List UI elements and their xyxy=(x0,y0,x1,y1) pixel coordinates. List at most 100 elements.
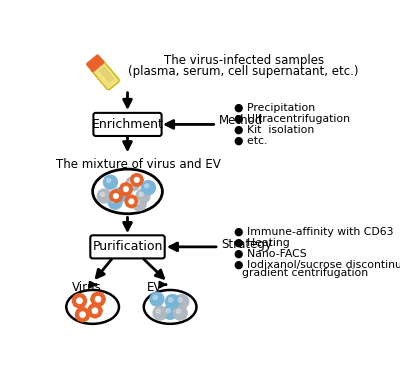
Circle shape xyxy=(93,314,97,318)
Text: ● etc.: ● etc. xyxy=(234,135,268,145)
Text: Method: Method xyxy=(219,114,263,127)
Circle shape xyxy=(76,298,82,304)
Circle shape xyxy=(138,175,142,178)
Circle shape xyxy=(111,191,114,194)
FancyBboxPatch shape xyxy=(99,70,111,83)
Circle shape xyxy=(121,184,124,187)
Circle shape xyxy=(76,308,90,321)
FancyBboxPatch shape xyxy=(90,235,165,258)
Circle shape xyxy=(131,174,143,186)
Circle shape xyxy=(93,301,96,305)
Circle shape xyxy=(130,178,134,181)
Circle shape xyxy=(166,308,170,313)
Circle shape xyxy=(76,313,79,316)
FancyBboxPatch shape xyxy=(86,55,104,72)
Circle shape xyxy=(144,184,149,188)
Text: ● Nano-FACS: ● Nano-FACS xyxy=(234,249,307,258)
Text: ● Ultracentrifugation: ● Ultracentrifugation xyxy=(234,114,350,124)
Circle shape xyxy=(124,183,128,186)
Circle shape xyxy=(125,195,138,208)
Text: ● Heating: ● Heating xyxy=(234,238,290,248)
Text: Virus: Virus xyxy=(72,281,102,294)
Circle shape xyxy=(140,178,143,181)
Circle shape xyxy=(114,194,118,199)
Circle shape xyxy=(84,317,88,320)
Circle shape xyxy=(176,309,180,314)
Circle shape xyxy=(126,197,130,200)
Circle shape xyxy=(150,292,164,306)
Circle shape xyxy=(78,294,81,297)
Circle shape xyxy=(77,309,80,313)
Circle shape xyxy=(133,203,136,206)
FancyBboxPatch shape xyxy=(94,113,162,136)
Circle shape xyxy=(80,312,85,317)
Circle shape xyxy=(134,177,139,182)
Circle shape xyxy=(74,303,78,306)
Circle shape xyxy=(126,203,130,206)
FancyBboxPatch shape xyxy=(91,60,119,90)
Circle shape xyxy=(124,187,128,191)
Circle shape xyxy=(104,175,118,189)
Circle shape xyxy=(90,305,93,309)
Text: The virus-infected samples: The virus-infected samples xyxy=(164,55,324,67)
Circle shape xyxy=(133,197,136,200)
Circle shape xyxy=(123,186,128,192)
Ellipse shape xyxy=(144,290,196,324)
Circle shape xyxy=(128,184,131,187)
Circle shape xyxy=(100,192,104,196)
Circle shape xyxy=(129,180,133,184)
Circle shape xyxy=(96,292,100,296)
Circle shape xyxy=(91,292,105,306)
Circle shape xyxy=(120,188,123,191)
Circle shape xyxy=(77,317,80,320)
Circle shape xyxy=(91,297,94,301)
Circle shape xyxy=(86,313,90,316)
Circle shape xyxy=(114,188,128,202)
Circle shape xyxy=(134,177,140,182)
Circle shape xyxy=(82,303,85,306)
Circle shape xyxy=(98,309,102,312)
Circle shape xyxy=(169,298,173,302)
Circle shape xyxy=(110,190,122,202)
Circle shape xyxy=(113,194,118,199)
Ellipse shape xyxy=(66,290,119,324)
Circle shape xyxy=(82,296,85,299)
Circle shape xyxy=(114,190,118,193)
Text: Enrichment: Enrichment xyxy=(92,118,164,131)
Text: gradient centrifugation: gradient centrifugation xyxy=(242,268,368,278)
Circle shape xyxy=(88,309,92,312)
Circle shape xyxy=(93,304,97,307)
Circle shape xyxy=(117,191,121,195)
Circle shape xyxy=(135,174,138,177)
Circle shape xyxy=(132,175,135,178)
Text: The mixture of virus and EV: The mixture of virus and EV xyxy=(56,158,221,171)
Circle shape xyxy=(138,182,142,185)
Circle shape xyxy=(132,197,146,211)
Circle shape xyxy=(81,308,84,311)
Circle shape xyxy=(129,199,134,204)
Circle shape xyxy=(153,296,157,300)
Circle shape xyxy=(97,305,100,309)
Circle shape xyxy=(81,318,84,321)
Circle shape xyxy=(173,306,187,320)
Text: ● Precipitation: ● Precipitation xyxy=(234,103,316,113)
Text: (plasma, serum, cell supernatant, etc.): (plasma, serum, cell supernatant, etc.) xyxy=(128,65,359,78)
Text: Strategy: Strategy xyxy=(221,238,272,251)
Circle shape xyxy=(118,191,121,194)
Circle shape xyxy=(83,299,86,303)
Circle shape xyxy=(100,294,104,297)
Circle shape xyxy=(92,308,98,314)
Circle shape xyxy=(108,195,122,209)
Circle shape xyxy=(175,295,189,308)
Text: ● Kit  isolation: ● Kit isolation xyxy=(234,124,315,135)
Circle shape xyxy=(97,313,100,316)
Circle shape xyxy=(163,305,177,319)
Circle shape xyxy=(95,297,101,302)
Circle shape xyxy=(134,200,138,203)
Circle shape xyxy=(102,297,105,301)
Circle shape xyxy=(77,298,82,303)
Circle shape xyxy=(72,294,86,308)
Circle shape xyxy=(110,194,113,197)
Circle shape xyxy=(84,309,88,313)
Circle shape xyxy=(111,198,114,201)
